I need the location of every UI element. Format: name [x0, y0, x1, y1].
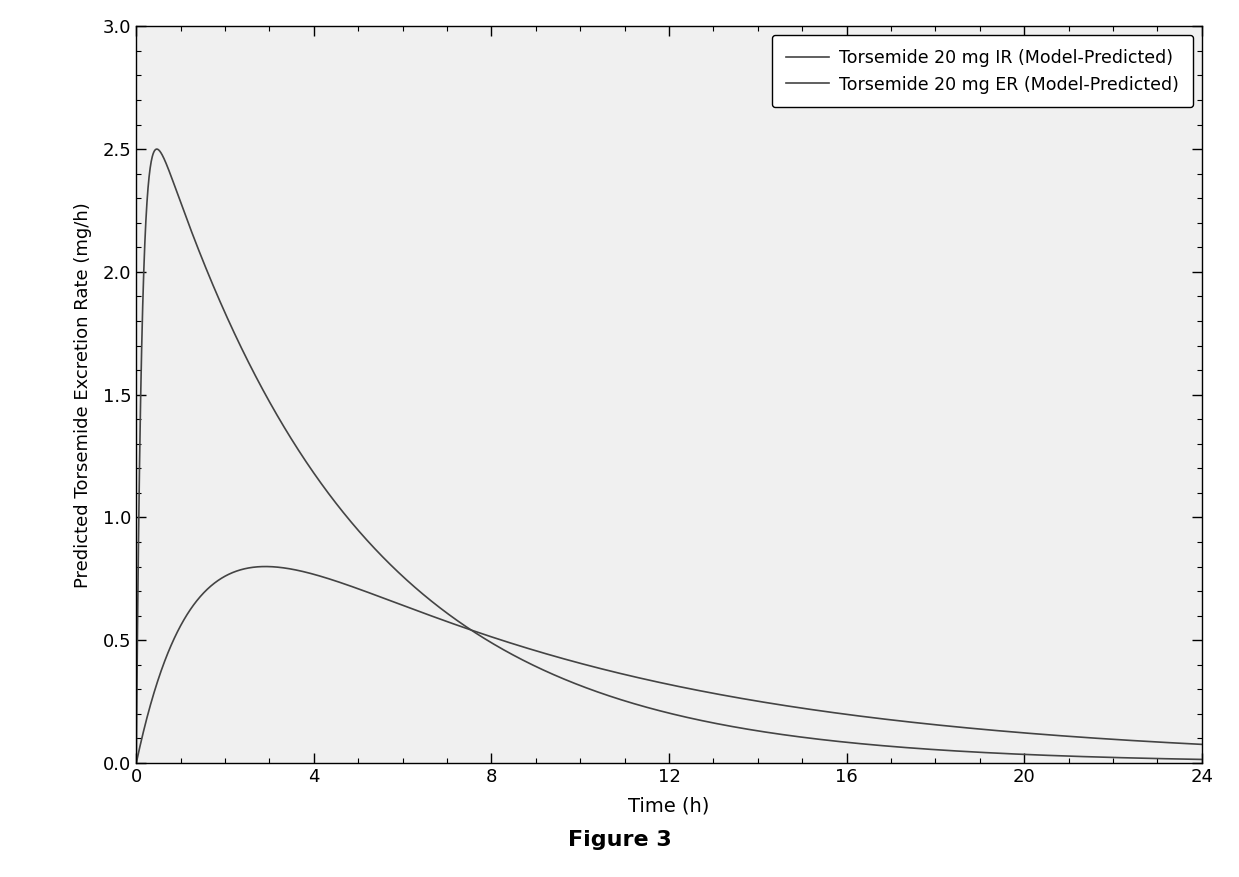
Y-axis label: Predicted Torsemide Excretion Rate (mg/h): Predicted Torsemide Excretion Rate (mg/h…	[73, 202, 92, 588]
Line: Torsemide 20 mg ER (Model-Predicted): Torsemide 20 mg ER (Model-Predicted)	[136, 567, 1202, 763]
Torsemide 20 mg IR (Model-Predicted)	[250, 375, 265, 386]
Torsemide 20 mg ER (Model-Predicted)	[313, 571, 328, 581]
Torsemide 20 mg ER (Model-Predicted)	[1173, 738, 1188, 749]
Legend: Torsemide 20 mg IR (Model-Predicted), Torsemide 20 mg ER (Model-Predicted): Torsemide 20 mg IR (Model-Predicted), To…	[772, 35, 1193, 108]
Torsemide 20 mg IR (Model-Predicted)	[313, 479, 328, 489]
Torsemide 20 mg ER (Model-Predicted)	[584, 661, 598, 672]
Torsemide 20 mg ER (Model-Predicted)	[258, 561, 273, 572]
Torsemide 20 mg ER (Model-Predicted)	[250, 561, 265, 572]
Torsemide 20 mg IR (Model-Predicted)	[1059, 751, 1074, 761]
Torsemide 20 mg IR (Model-Predicted)	[1173, 754, 1188, 765]
Torsemide 20 mg IR (Model-Predicted)	[584, 684, 598, 695]
Torsemide 20 mg ER (Model-Predicted)	[538, 648, 553, 659]
Torsemide 20 mg ER (Model-Predicted)	[129, 758, 144, 768]
Torsemide 20 mg IR (Model-Predicted)	[129, 758, 144, 768]
Text: Figure 3: Figure 3	[567, 831, 672, 851]
Torsemide 20 mg IR (Model-Predicted)	[150, 144, 165, 154]
Line: Torsemide 20 mg IR (Model-Predicted): Torsemide 20 mg IR (Model-Predicted)	[136, 149, 1202, 763]
X-axis label: Time (h): Time (h)	[628, 797, 710, 816]
Torsemide 20 mg ER (Model-Predicted)	[1194, 739, 1209, 750]
Torsemide 20 mg ER (Model-Predicted)	[1059, 731, 1074, 741]
Torsemide 20 mg IR (Model-Predicted)	[1194, 754, 1209, 765]
Torsemide 20 mg IR (Model-Predicted)	[538, 666, 553, 676]
